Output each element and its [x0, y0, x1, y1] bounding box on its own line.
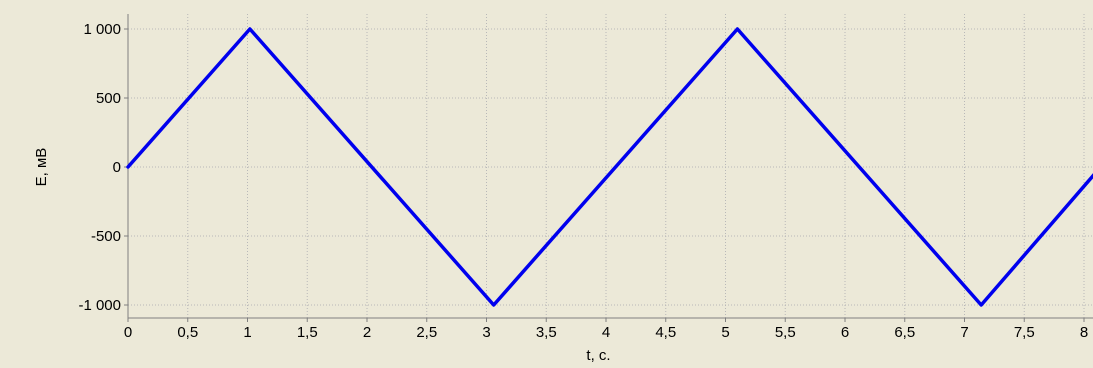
grid	[127, 14, 1093, 318]
x-tick-label: 0	[124, 324, 132, 341]
y-axis-title: E, мВ	[33, 148, 50, 187]
series-line	[126, 27, 1093, 307]
x-tick-label: 7	[960, 324, 968, 341]
x-tick-label: 5,5	[775, 324, 796, 341]
x-tick-label: 2	[363, 324, 371, 341]
x-tick-label: 1	[243, 324, 251, 341]
x-tick-label: 2,5	[416, 324, 437, 341]
y-tick-label: 500	[96, 90, 121, 107]
x-tick-label: 1,5	[297, 324, 318, 341]
x-tick-label: 7,5	[1014, 324, 1035, 341]
x-tick-label: 3,5	[536, 324, 557, 341]
x-tick-label: 4	[602, 324, 610, 341]
x-tick-label: 0,5	[177, 324, 198, 341]
x-tick-label: 8	[1080, 324, 1088, 341]
series-layer	[126, 27, 1093, 307]
x-tick-label: 3	[482, 324, 490, 341]
x-tick-label: 4,5	[655, 324, 676, 341]
y-tick-label: -500	[91, 228, 121, 245]
x-tick-label: 5	[721, 324, 729, 341]
x-tick-label: 6	[841, 324, 849, 341]
y-tick-label: 0	[113, 159, 121, 176]
plot-area	[128, 14, 1093, 318]
y-tick-label: 1 000	[83, 21, 121, 38]
tick-labels: 0 0,5 1 1,5 2 2,5 3 3,5 4 4,5 5 5,5 6 6,5 7 7,5 8 1 000 50…	[78, 21, 1088, 341]
y-tick-label: -1 000	[78, 297, 121, 314]
x-tick-label: 6,5	[894, 324, 915, 341]
x-axis-title: t, c.	[586, 347, 610, 364]
